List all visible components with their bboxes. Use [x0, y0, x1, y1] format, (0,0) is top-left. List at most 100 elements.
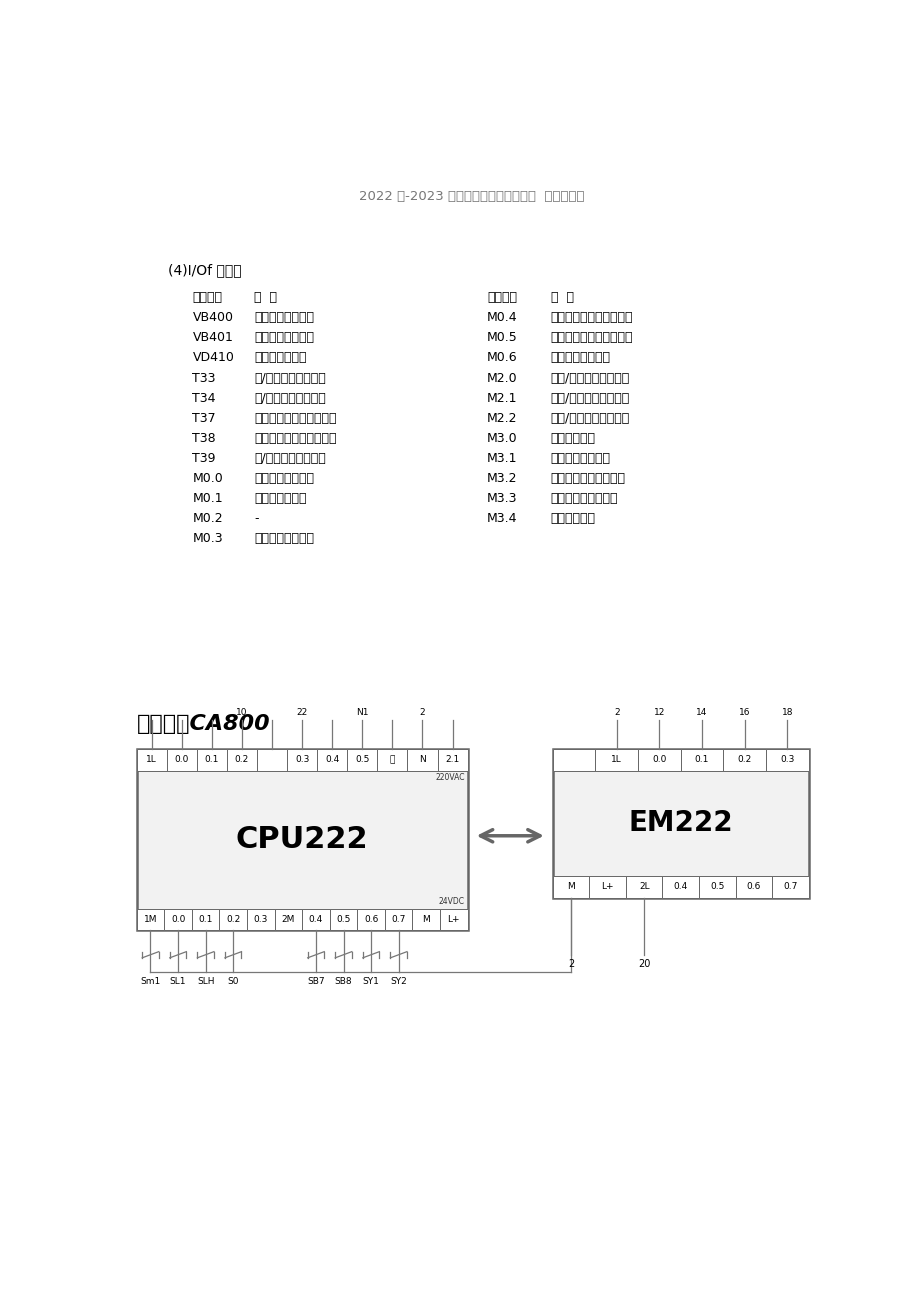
Bar — [552, 749, 808, 754]
Bar — [407, 749, 437, 771]
Text: 24VDC: 24VDC — [438, 897, 464, 906]
Text: 火灾消铃逻辑: 火灾消铃逻辑 — [550, 512, 595, 525]
Text: M3.2: M3.2 — [486, 471, 517, 484]
Text: M3.4: M3.4 — [486, 512, 517, 525]
Text: 10: 10 — [236, 708, 247, 717]
Text: 12: 12 — [653, 708, 664, 717]
Text: 2022 年-2023 年建筑工程管理行业文档  齐鲁斌创作: 2022 年-2023 年建筑工程管理行业文档 齐鲁斌创作 — [358, 190, 584, 203]
Bar — [552, 749, 595, 771]
Text: 工频运行泵的台数: 工频运行泵的台数 — [255, 332, 314, 345]
Text: T33: T33 — [192, 371, 216, 384]
Bar — [638, 749, 680, 771]
Bar — [246, 909, 274, 930]
Text: 0.5: 0.5 — [709, 883, 723, 892]
Text: 0.6: 0.6 — [364, 915, 378, 924]
Text: 版权所有CA800: 版权所有CA800 — [137, 715, 270, 734]
Text: 工/变频转换逻辑控制: 工/变频转换逻辑控制 — [255, 371, 326, 384]
Text: M: M — [422, 915, 430, 924]
Text: (4)I/Of 分配图: (4)I/Of 分配图 — [167, 263, 241, 277]
Text: 0.4: 0.4 — [309, 915, 323, 924]
Text: M0.5: M0.5 — [486, 332, 517, 345]
Bar — [680, 749, 722, 771]
Text: 2: 2 — [567, 960, 573, 969]
Text: 器件地址: 器件地址 — [192, 292, 222, 305]
Text: 水位下限故障消铃逻辑: 水位下限故障消铃逻辑 — [550, 471, 625, 484]
Text: 0.1: 0.1 — [199, 915, 212, 924]
Text: 1L: 1L — [611, 755, 621, 764]
Text: 水位下限故障逻辑: 水位下限故障逻辑 — [550, 452, 610, 465]
Text: 0.3: 0.3 — [779, 755, 794, 764]
Text: 倒泵变频启动脉冲: 倒泵变频启动脉冲 — [255, 531, 314, 544]
Bar — [735, 876, 771, 897]
Text: 2.1: 2.1 — [445, 755, 460, 764]
Bar — [662, 876, 698, 897]
Bar — [384, 909, 412, 930]
Bar — [437, 749, 467, 771]
Bar — [317, 749, 346, 771]
Text: SL1: SL1 — [170, 976, 187, 986]
Text: M0.0: M0.0 — [192, 471, 223, 484]
Text: 工/变频转换逻辑控制: 工/变频转换逻辑控制 — [255, 392, 326, 405]
Bar — [346, 749, 377, 771]
Bar — [137, 926, 467, 930]
Text: EM222: EM222 — [628, 810, 732, 837]
Bar — [625, 876, 662, 897]
Bar — [357, 909, 384, 930]
Text: M0.2: M0.2 — [192, 512, 223, 525]
Text: 0.5: 0.5 — [336, 915, 350, 924]
Text: 器件地址: 器件地址 — [486, 292, 516, 305]
Text: 0.3: 0.3 — [295, 755, 309, 764]
Text: 地: 地 — [390, 755, 394, 764]
Bar — [552, 893, 808, 897]
Bar — [137, 909, 165, 930]
Text: 变频工作泵的泵号: 变频工作泵的泵号 — [255, 311, 314, 324]
Text: 泵工/变频转换逻辑控制: 泵工/变频转换逻辑控制 — [550, 411, 630, 424]
Text: M2.2: M2.2 — [486, 411, 517, 424]
Text: 故障信号汇总: 故障信号汇总 — [550, 431, 595, 444]
Text: 0.1: 0.1 — [205, 755, 219, 764]
Bar — [439, 909, 467, 930]
Text: 功  能: 功 能 — [550, 292, 573, 305]
Text: 泵工/变频转换逻辑控制: 泵工/变频转换逻辑控制 — [550, 392, 630, 405]
Text: 2: 2 — [419, 708, 425, 717]
Text: 14: 14 — [696, 708, 707, 717]
Text: 0.4: 0.4 — [324, 755, 339, 764]
Text: 工/变频转换逻辑控制: 工/变频转换逻辑控制 — [255, 452, 326, 465]
Bar — [589, 876, 625, 897]
Text: M3.3: M3.3 — [486, 492, 517, 505]
Bar — [220, 909, 246, 930]
Text: 0.6: 0.6 — [746, 883, 760, 892]
Text: M0.1: M0.1 — [192, 492, 223, 505]
Bar — [192, 909, 220, 930]
Text: 1M: 1M — [143, 915, 157, 924]
Text: 0.0: 0.0 — [175, 755, 188, 764]
Bar — [552, 876, 589, 897]
Bar — [329, 909, 357, 930]
Text: 0.4: 0.4 — [673, 883, 687, 892]
Text: Sm1: Sm1 — [141, 976, 161, 986]
Text: 22: 22 — [296, 708, 308, 717]
Text: -: - — [255, 512, 259, 525]
Text: 当前泵工频运行启动脉冲: 当前泵工频运行启动脉冲 — [550, 332, 632, 345]
Text: 复位当前变频泵运行脉冲: 复位当前变频泵运行脉冲 — [550, 311, 632, 324]
Text: M0.3: M0.3 — [192, 531, 223, 544]
Text: SB8: SB8 — [335, 976, 352, 986]
Text: M2.0: M2.0 — [486, 371, 517, 384]
Bar — [722, 749, 766, 771]
Text: 20: 20 — [638, 960, 650, 969]
Text: M2.1: M2.1 — [486, 392, 517, 405]
Text: 0.3: 0.3 — [254, 915, 267, 924]
Text: M0.4: M0.4 — [486, 311, 517, 324]
Bar — [552, 749, 808, 897]
Text: N1: N1 — [356, 708, 369, 717]
Text: 工频泵增泵判断时间控制: 工频泵增泵判断时间控制 — [255, 411, 336, 424]
Bar — [595, 749, 638, 771]
Bar — [166, 749, 197, 771]
Bar — [301, 909, 329, 930]
Text: S0: S0 — [227, 976, 239, 986]
Bar — [227, 749, 256, 771]
Bar — [287, 749, 317, 771]
Text: T39: T39 — [192, 452, 216, 465]
Text: 工频泵减泵判断时间控制: 工频泵减泵判断时间控制 — [255, 431, 336, 444]
Text: SY2: SY2 — [390, 976, 406, 986]
